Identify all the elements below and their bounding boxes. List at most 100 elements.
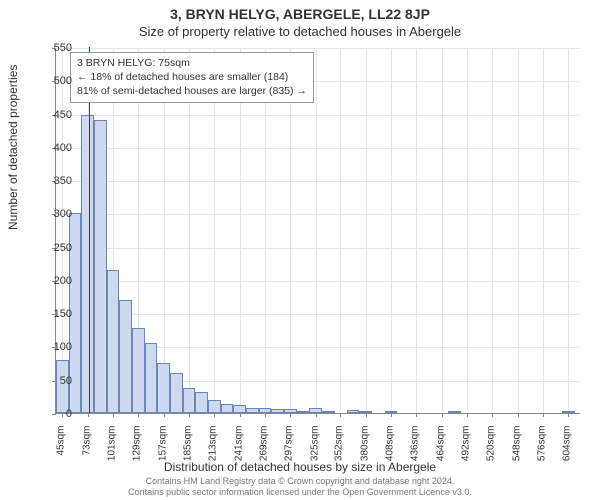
annotation-line-2: ← 18% of detached houses are smaller (18… [77,70,307,84]
x-tick-mark [391,413,392,417]
annotation-line-3: 81% of semi-detached houses are larger (… [77,84,307,98]
gridline-h [56,314,580,315]
y-axis-label: Number of detached properties [6,65,20,230]
x-tick-label: 408sqm [384,426,395,476]
x-tick-mark [88,413,89,417]
y-tick-label: 150 [32,308,72,320]
footer-line-2: Contains public sector information licen… [0,487,600,498]
footer-line-1: Contains HM Land Registry data © Crown c… [0,476,600,487]
x-tick-mark [189,413,190,417]
gridline-v [442,48,443,413]
x-tick-label: 436sqm [410,426,421,476]
x-tick-mark [518,413,519,417]
gridline-v [492,48,493,413]
histogram-bar [385,411,398,413]
gridline-v [340,48,341,413]
histogram-bar [359,411,372,413]
y-tick-label: 450 [32,109,72,121]
x-tick-mark [214,413,215,417]
gridline-v [568,48,569,413]
histogram-bar [246,408,259,413]
gridline-v [543,48,544,413]
x-tick-label: 464sqm [435,426,446,476]
x-tick-mark [416,413,417,417]
x-tick-label: 185sqm [183,426,194,476]
x-tick-label: 604sqm [562,426,573,476]
x-tick-mark [568,413,569,417]
x-tick-mark [543,413,544,417]
histogram-bar [322,411,335,413]
chart-container: 3, BRYN HELYG, ABERGELE, LL22 8JP Size o… [0,0,600,500]
x-tick-mark [265,413,266,417]
y-tick-label: 350 [32,175,72,187]
histogram-bar [145,343,158,413]
x-tick-mark [467,413,468,417]
x-tick-label: 380sqm [359,426,370,476]
histogram-bar [309,408,322,413]
x-tick-mark [113,413,114,417]
x-tick-mark [240,413,241,417]
histogram-bar [221,404,234,413]
gridline-v [62,48,63,413]
histogram-bar [259,408,272,413]
histogram-bar [81,115,94,413]
histogram-bar [94,120,107,413]
x-tick-label: 297sqm [284,426,295,476]
x-tick-mark [366,413,367,417]
x-tick-label: 576sqm [536,426,547,476]
x-tick-label: 101sqm [107,426,118,476]
gridline-v [189,48,190,413]
histogram-bar [170,373,183,413]
gridline-v [240,48,241,413]
y-tick-label: 500 [32,75,72,87]
histogram-bar [284,409,297,413]
y-tick-label: 300 [32,208,72,220]
page-subtitle: Size of property relative to detached ho… [0,22,600,39]
x-tick-label: 548sqm [511,426,522,476]
y-tick-label: 50 [32,375,72,387]
histogram-bar [271,409,284,413]
gridline-v [467,48,468,413]
y-tick-label: 250 [32,242,72,254]
histogram-bar [297,411,310,413]
histogram-bar [183,388,196,413]
x-tick-mark [290,413,291,417]
histogram-bar [195,392,208,413]
histogram-bar [107,270,120,413]
histogram-bar [448,411,461,413]
x-tick-mark [316,413,317,417]
x-tick-label: 520sqm [486,426,497,476]
histogram-bar [208,400,221,413]
gridline-h [56,281,580,282]
y-tick-label: 200 [32,275,72,287]
gridline-h [56,214,580,215]
x-tick-label: 45sqm [56,426,67,476]
x-tick-mark [164,413,165,417]
gridline-v [265,48,266,413]
x-tick-label: 213sqm [208,426,219,476]
gridline-v [214,48,215,413]
gridline-v [290,48,291,413]
y-tick-label: 550 [32,42,72,54]
annotation-line-1: 3 BRYN HELYG: 75sqm [77,56,307,70]
x-tick-label: 157sqm [157,426,168,476]
gridline-h [56,248,580,249]
x-tick-label: 325sqm [309,426,320,476]
gridline-h [56,115,580,116]
gridline-v [518,48,519,413]
gridline-v [416,48,417,413]
x-tick-label: 241sqm [233,426,244,476]
gridline-v [316,48,317,413]
histogram-bar [562,411,575,413]
footer-attribution: Contains HM Land Registry data © Crown c… [0,476,600,499]
plot-area: 3 BRYN HELYG: 75sqm ← 18% of detached ho… [55,48,580,414]
histogram-bar [233,405,246,413]
gridline-h [56,48,580,49]
y-tick-label: 0 [32,408,72,420]
gridline-h [56,181,580,182]
gridline-v [391,48,392,413]
page-title: 3, BRYN HELYG, ABERGELE, LL22 8JP [0,0,600,22]
gridline-v [366,48,367,413]
x-tick-label: 269sqm [259,426,270,476]
gridline-h [56,148,580,149]
